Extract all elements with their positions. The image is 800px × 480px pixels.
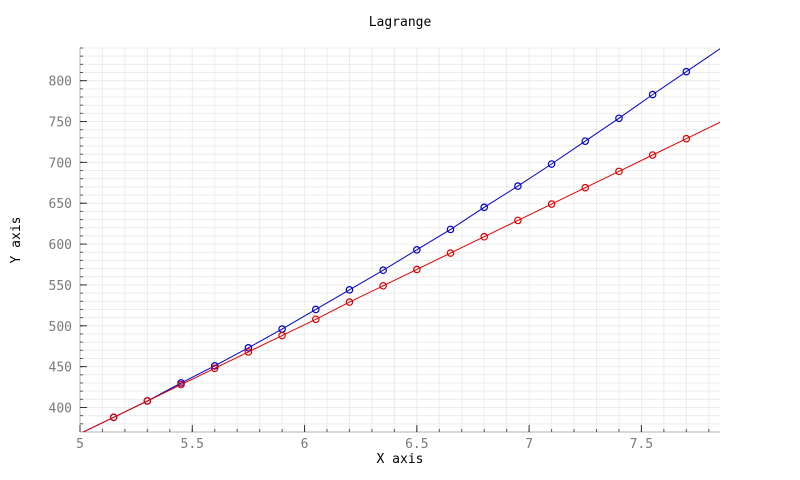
data-point-series-2: [244, 348, 253, 356]
ticks: 5 5.5 6 6.5 7 7.5 400 450 500 550 600 650 700 750 800: [49, 47, 710, 452]
data-point-series-1: [311, 305, 320, 314]
data-point-series-1: [581, 137, 590, 145]
data-point-series-1: [446, 225, 455, 234]
data-point-series-1: [615, 114, 623, 123]
data-point-series-2: [514, 216, 522, 225]
data-point-series-1: [514, 182, 522, 190]
series-line-2: [82, 121, 720, 432]
data-point-series-2: [581, 183, 590, 192]
y-tick-label: 600: [49, 238, 72, 253]
data-point-series-2: [682, 134, 691, 143]
data-point-series-1: [210, 362, 219, 370]
grid: [79, 47, 720, 432]
data-point-series-2: [109, 413, 118, 422]
data-point-series-1: [244, 344, 253, 352]
x-axis-label: X axis: [377, 452, 424, 467]
axes: [79, 48, 720, 433]
y-tick-label: 750: [49, 116, 72, 131]
data-point-series-2: [615, 167, 623, 176]
x-tick-label: 5.5: [181, 437, 204, 452]
y-tick-label: 450: [49, 361, 72, 376]
data-point-series-2: [480, 232, 489, 241]
y-tick-label: 500: [49, 320, 72, 335]
y-tick-label: 700: [49, 156, 72, 171]
x-tick-label: 7.5: [630, 437, 653, 452]
data-point-series-2: [278, 331, 286, 340]
series-line-1: [82, 48, 720, 432]
data-point-series-2: [446, 249, 455, 257]
y-tick-label: 650: [49, 197, 72, 212]
series-layer: [82, 48, 720, 432]
data-point-series-2: [379, 281, 387, 290]
data-point-series-2: [177, 380, 185, 389]
data-point-series-1: [480, 203, 489, 212]
chart-title: Lagrange: [369, 15, 432, 30]
data-point-series-1: [345, 286, 354, 294]
x-tick-label: 7: [525, 437, 533, 452]
x-tick-label: 6.5: [405, 437, 428, 452]
y-tick-label: 400: [49, 401, 72, 416]
data-point-series-1: [682, 67, 691, 76]
y-tick-label: 550: [49, 279, 72, 294]
data-point-series-2: [311, 315, 320, 324]
y-tick-label: 800: [49, 75, 72, 90]
data-point-series-1: [547, 160, 556, 168]
data-point-series-2: [413, 265, 421, 274]
data-point-series-2: [210, 364, 219, 373]
data-point-series-2: [345, 298, 354, 306]
x-tick-label: 6: [301, 437, 309, 452]
data-point-series-1: [379, 266, 387, 275]
x-tick-label: 5: [76, 437, 84, 452]
data-point-series-2: [143, 397, 152, 405]
data-point-series-2: [547, 200, 556, 208]
y-axis-label: Y axis: [9, 217, 24, 264]
data-point-series-1: [413, 246, 421, 254]
data-point-series-1: [648, 90, 657, 99]
data-point-series-2: [648, 151, 657, 159]
